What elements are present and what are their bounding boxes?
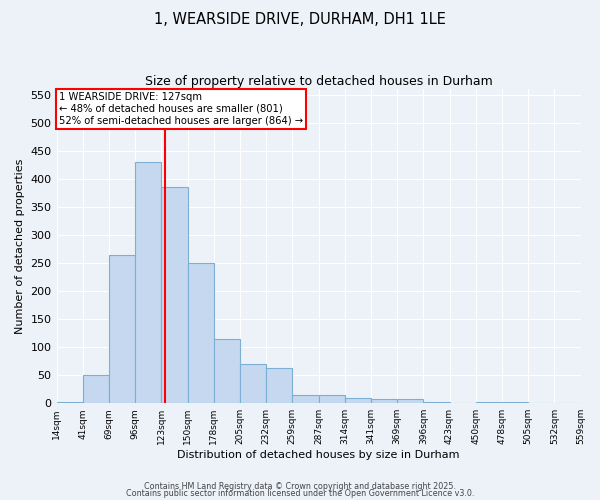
- Bar: [214, 338, 240, 403]
- Text: 1 WEARSIDE DRIVE: 127sqm
← 48% of detached houses are smaller (801)
52% of semi-: 1 WEARSIDE DRIVE: 127sqm ← 48% of detach…: [59, 92, 303, 126]
- Bar: [83, 375, 109, 403]
- X-axis label: Distribution of detached houses by size in Durham: Distribution of detached houses by size …: [177, 450, 460, 460]
- Text: Contains HM Land Registry data © Crown copyright and database right 2025.: Contains HM Land Registry data © Crown c…: [144, 482, 456, 491]
- Bar: [109, 254, 135, 403]
- Bar: [397, 400, 424, 403]
- Bar: [56, 402, 83, 403]
- Bar: [266, 368, 292, 403]
- Bar: [371, 398, 397, 403]
- Y-axis label: Number of detached properties: Number of detached properties: [15, 158, 25, 334]
- Bar: [188, 263, 214, 403]
- Text: 1, WEARSIDE DRIVE, DURHAM, DH1 1LE: 1, WEARSIDE DRIVE, DURHAM, DH1 1LE: [154, 12, 446, 28]
- Bar: [240, 364, 266, 403]
- Bar: [319, 395, 345, 403]
- Text: Contains public sector information licensed under the Open Government Licence v3: Contains public sector information licen…: [126, 490, 474, 498]
- Bar: [502, 402, 528, 403]
- Bar: [135, 162, 161, 403]
- Bar: [345, 398, 371, 403]
- Bar: [292, 395, 319, 403]
- Bar: [424, 402, 449, 403]
- Bar: [161, 188, 188, 403]
- Title: Size of property relative to detached houses in Durham: Size of property relative to detached ho…: [145, 75, 493, 88]
- Bar: [476, 402, 502, 403]
